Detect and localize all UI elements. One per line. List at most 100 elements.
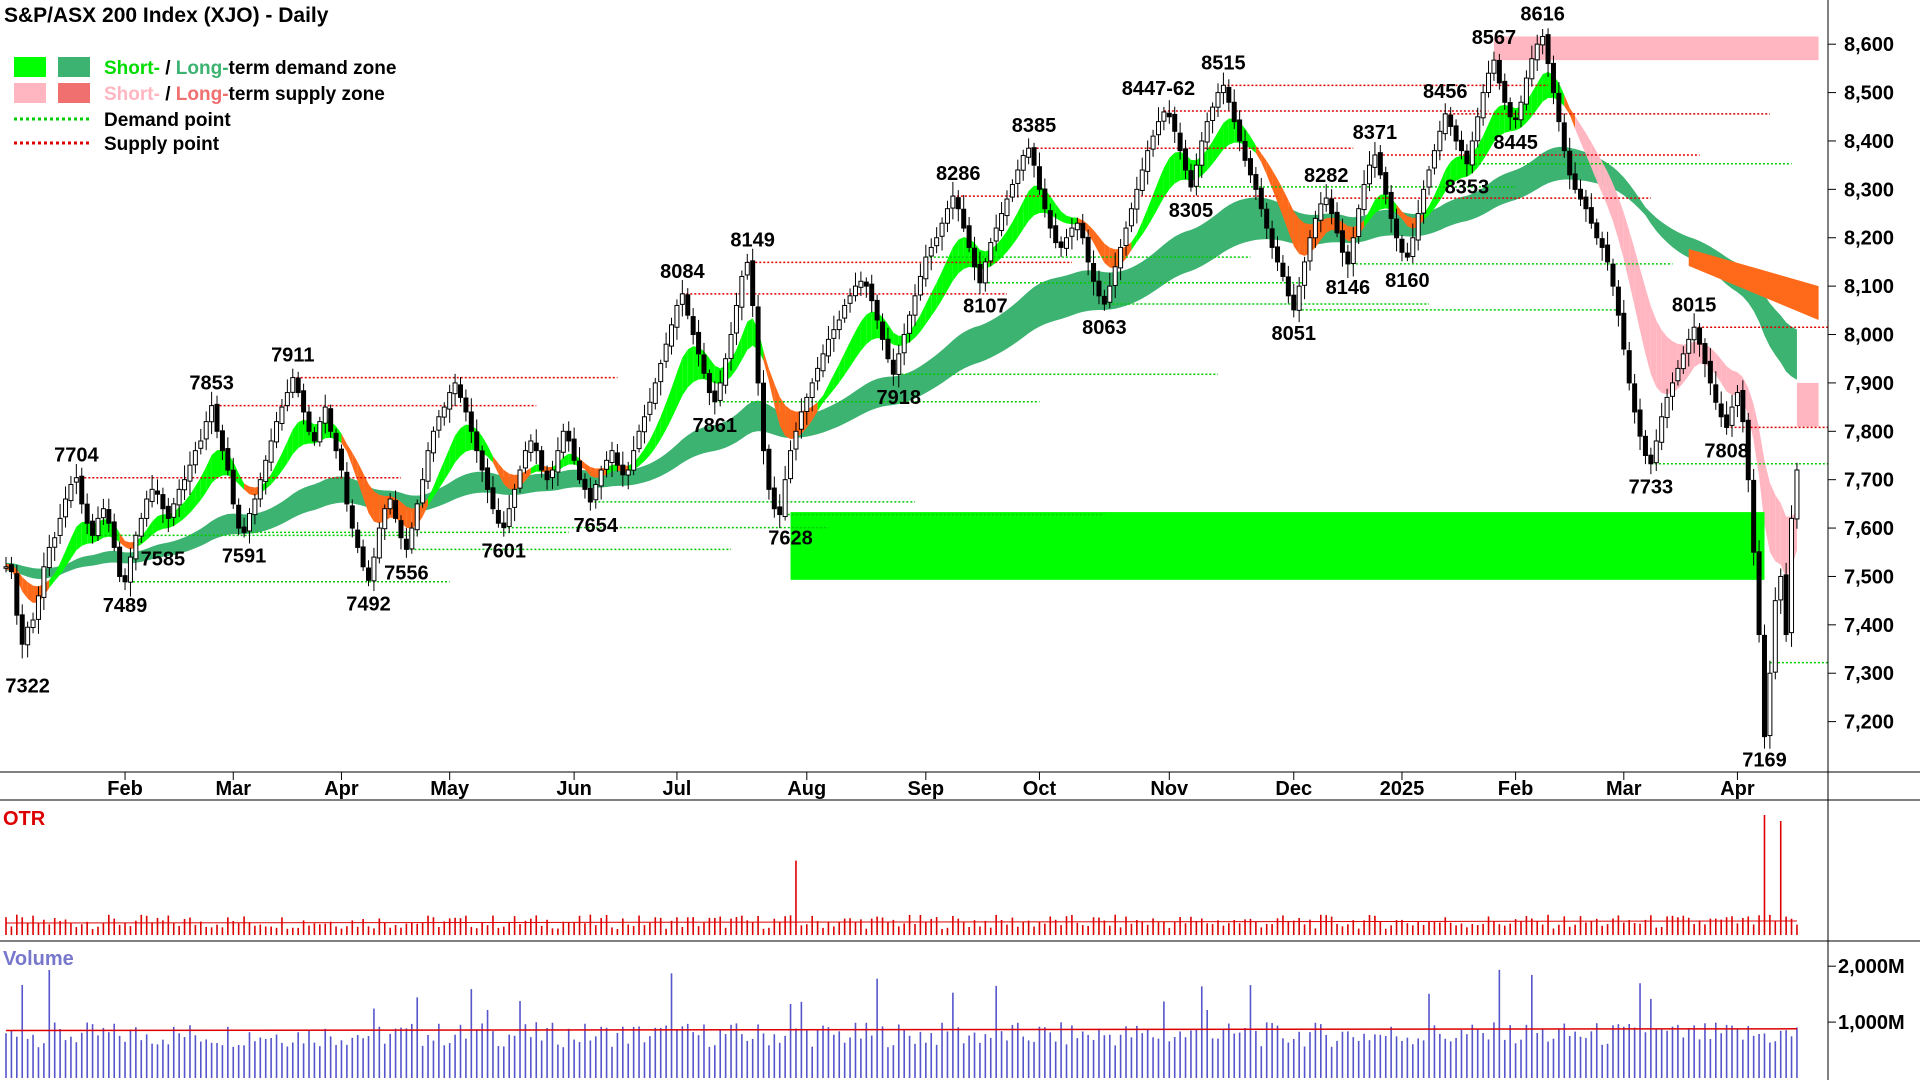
price-label: 7169 <box>1742 750 1787 772</box>
short-term-band-segment <box>1055 203 1062 222</box>
candle-body <box>912 295 918 316</box>
candle-body <box>1188 170 1194 188</box>
candle-body <box>430 430 436 454</box>
short-term-band-segment <box>1326 217 1332 233</box>
candle-body <box>214 403 220 432</box>
short-term-band-segment <box>503 469 510 490</box>
short-term-band-segment <box>206 455 212 493</box>
short-term-band-segment <box>671 372 677 419</box>
date-tick-label: 2025 <box>1380 778 1425 800</box>
candle-body <box>322 406 328 424</box>
candle-body <box>230 469 236 505</box>
price-tick-label: 8,300 <box>1844 179 1894 201</box>
candle-body <box>1291 294 1297 311</box>
candle-body <box>809 382 815 399</box>
candle-body <box>1161 111 1167 122</box>
short-term-band-segment <box>373 491 380 524</box>
volume-tick-label: 1,000M <box>1838 1012 1905 1034</box>
price-label: 8286 <box>936 163 981 185</box>
candle-body <box>1231 101 1237 123</box>
short-term-band-segment <box>1732 370 1738 396</box>
candle-body <box>1540 35 1546 46</box>
candle-body <box>149 488 155 502</box>
candle-body <box>771 487 777 510</box>
price-label: 7601 <box>482 541 527 563</box>
price-axis: 7,200 7,300 7,400 7,500 7,600 7,700 7,800 7,900… <box>1828 34 1894 734</box>
candle-body <box>495 509 501 524</box>
short-term-band-segment <box>714 365 721 384</box>
date-tick-label: May <box>430 778 470 800</box>
candle-body <box>1047 210 1053 229</box>
short-term-band-segment <box>244 483 250 495</box>
short-term-band-segment <box>1585 133 1592 168</box>
candle-body <box>138 517 144 537</box>
short-term-band-segment <box>1753 404 1760 477</box>
candle-body <box>1318 203 1324 221</box>
short-term-band-segment <box>1493 105 1500 142</box>
short-term-band-segment <box>893 332 899 347</box>
candle-body <box>1767 672 1773 737</box>
short-term-band-segment <box>1661 329 1668 395</box>
price-label: 8063 <box>1082 317 1127 339</box>
short-term-band-segment <box>996 238 1002 263</box>
candle-body <box>301 390 307 413</box>
candle-body <box>1101 295 1107 305</box>
price-label: 7322 <box>5 676 50 698</box>
short-term-band-segment <box>1629 230 1635 307</box>
candle-body <box>1621 312 1627 350</box>
candle-body <box>777 506 783 516</box>
short-term-band-segment <box>947 247 953 291</box>
candle-body <box>1372 154 1378 168</box>
short-term-band-segment <box>655 416 661 448</box>
candle-body <box>420 479 426 504</box>
short-term-band-segment <box>584 463 591 476</box>
short-term-band-segment <box>498 463 504 485</box>
candle-body <box>447 392 453 410</box>
candle-body <box>1150 135 1156 150</box>
date-tick-label: Feb <box>1498 778 1534 800</box>
short-term-band-segment <box>1272 169 1278 203</box>
candle-body <box>782 479 788 518</box>
short-term-band-segment <box>649 428 656 456</box>
otr-panel <box>5 815 1798 935</box>
candle-body <box>403 538 409 550</box>
short-term-band-segment <box>1775 494 1781 565</box>
price-tick-label: 7,900 <box>1844 373 1894 395</box>
candle-body <box>1751 479 1757 553</box>
candle-body <box>1469 140 1475 166</box>
candle-body <box>409 527 415 550</box>
candle-body <box>1480 92 1486 119</box>
candle-body <box>1740 390 1746 423</box>
candle-body <box>398 520 404 539</box>
candle-body <box>1166 112 1172 118</box>
candle-body <box>479 450 485 471</box>
date-tick-label: Mar <box>1606 778 1642 800</box>
candle-body <box>1724 414 1730 428</box>
candle-body <box>1058 241 1064 248</box>
short-term-band-segment <box>812 402 818 421</box>
candle-body <box>1707 360 1713 384</box>
date-tick-label: Apr <box>324 778 359 800</box>
volume-average-line <box>5 1028 1797 1032</box>
candle-body <box>690 316 696 336</box>
candle-body <box>1567 150 1573 176</box>
candle-body <box>1502 80 1508 103</box>
short-term-band-segment <box>298 419 304 449</box>
candle-body <box>1183 148 1189 171</box>
short-term-band-segment <box>195 477 201 507</box>
candle-body <box>133 534 139 560</box>
short-term-band-segment <box>942 259 948 300</box>
candle-body <box>544 470 550 481</box>
short-term-band-segment <box>839 352 845 383</box>
price-label: 7489 <box>103 595 148 617</box>
short-term-band-segment <box>1423 205 1430 221</box>
candle-body <box>625 469 631 476</box>
short-term-band-segment <box>363 472 369 514</box>
candle-body <box>1534 43 1540 61</box>
short-term-band-segment <box>1293 211 1300 254</box>
candle-body <box>631 450 637 471</box>
candle-body <box>84 503 90 524</box>
short-term-band-segment <box>189 486 196 513</box>
short-term-band-segment <box>141 529 147 545</box>
candle-body <box>425 450 431 482</box>
